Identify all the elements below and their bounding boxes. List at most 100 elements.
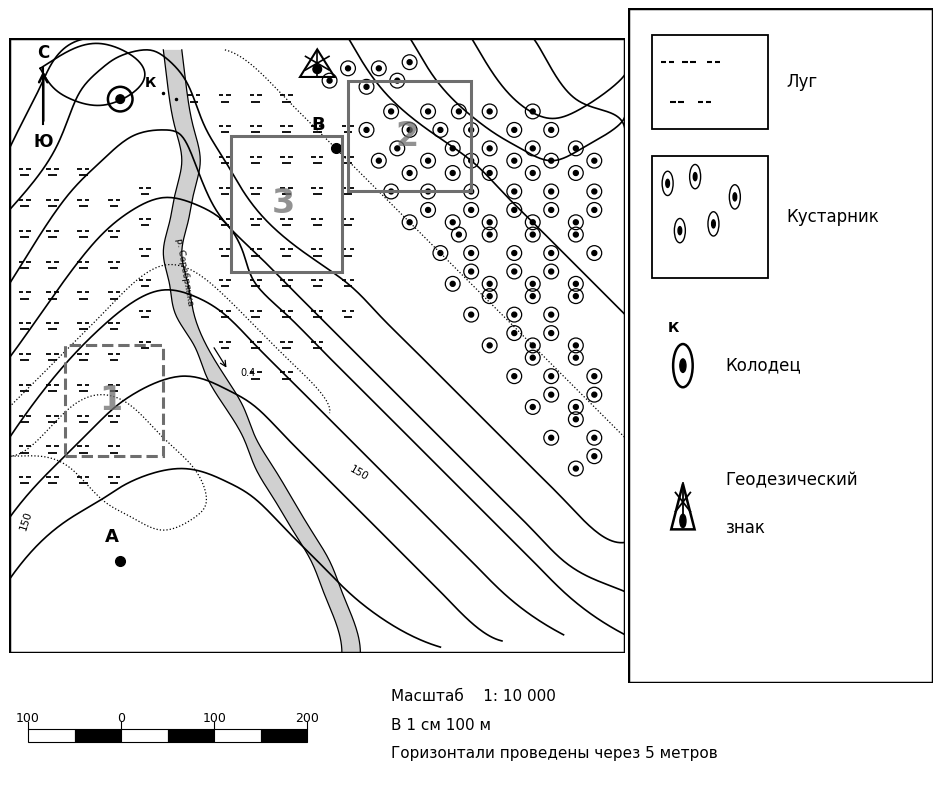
Bar [348,81,471,192]
Text: 1: 1 [100,385,122,418]
Circle shape [469,312,474,317]
Circle shape [487,281,493,287]
Circle shape [592,159,597,163]
Circle shape [592,250,597,255]
Circle shape [426,207,431,213]
Circle shape [733,193,737,201]
Circle shape [592,436,597,440]
Circle shape [530,109,535,114]
Bar [65,345,164,456]
Circle shape [450,220,455,225]
Circle shape [680,359,686,372]
Circle shape [592,189,597,194]
Circle shape [592,207,597,213]
Text: 0: 0 [118,712,125,725]
Circle shape [469,127,474,133]
Text: Колодец: Колодец [726,356,802,374]
Circle shape [511,269,517,274]
Text: Горизонтали проведены через 5 метров: Горизонтали проведены через 5 метров [391,746,718,761]
Circle shape [530,281,535,287]
Circle shape [530,232,535,237]
Circle shape [712,220,715,228]
Circle shape [530,170,535,176]
Circle shape [511,330,517,335]
Circle shape [376,66,382,71]
Circle shape [364,84,369,89]
Circle shape [549,374,554,378]
Bar [214,729,260,742]
Circle shape [487,232,493,237]
Circle shape [573,417,578,422]
Circle shape [407,127,412,133]
Bar [74,729,121,742]
Circle shape [469,269,474,274]
Circle shape [487,294,493,298]
Circle shape [549,269,554,274]
Circle shape [364,127,369,133]
Circle shape [549,207,554,213]
Text: А: А [105,528,118,546]
Bar [652,156,769,278]
Circle shape [511,250,517,255]
Circle shape [592,454,597,458]
Circle shape [426,159,431,163]
Text: Луг: Луг [787,73,818,91]
Text: К: К [145,76,156,89]
Text: 3: 3 [272,188,295,221]
Circle shape [438,250,443,255]
Circle shape [592,392,597,397]
Circle shape [549,436,554,440]
Text: В: В [311,116,324,134]
Circle shape [530,356,535,360]
Circle shape [549,250,554,255]
Circle shape [549,159,554,163]
Circle shape [511,374,517,378]
Circle shape [530,343,535,348]
Text: Геодезический: Геодезический [726,472,858,489]
Circle shape [573,356,578,360]
Text: знак: знак [726,519,765,537]
Circle shape [573,281,578,287]
Circle shape [530,294,535,298]
Circle shape [487,146,493,151]
Bar [28,729,74,742]
Circle shape [511,189,517,194]
Circle shape [450,146,455,151]
Circle shape [487,109,493,114]
Circle shape [376,159,382,163]
Text: 2: 2 [395,119,418,152]
Circle shape [388,189,394,194]
Text: В 1 см 100 м: В 1 см 100 м [391,717,491,732]
Circle shape [450,170,455,176]
Circle shape [666,179,669,188]
Circle shape [469,250,474,255]
Circle shape [573,146,578,151]
Circle shape [116,95,124,104]
Circle shape [694,173,697,181]
Text: 200: 200 [295,712,319,725]
Circle shape [530,404,535,410]
Circle shape [346,66,351,71]
Circle shape [469,159,474,163]
Circle shape [511,207,517,213]
Bar [121,729,167,742]
Circle shape [407,220,412,225]
Circle shape [573,220,578,225]
Circle shape [407,60,412,64]
Circle shape [395,78,400,83]
Circle shape [530,220,535,225]
Circle shape [426,109,431,114]
Circle shape [549,312,554,317]
Bar [231,136,342,272]
Circle shape [680,514,686,528]
Bar [167,729,214,742]
Circle shape [511,312,517,317]
Circle shape [395,146,400,151]
Circle shape [457,109,462,114]
Text: Масштаб    1: 10 000: Масштаб 1: 10 000 [391,689,556,704]
Circle shape [511,159,517,163]
Circle shape [573,170,578,176]
Circle shape [573,343,578,348]
Text: 100: 100 [16,712,39,725]
Circle shape [450,281,455,287]
